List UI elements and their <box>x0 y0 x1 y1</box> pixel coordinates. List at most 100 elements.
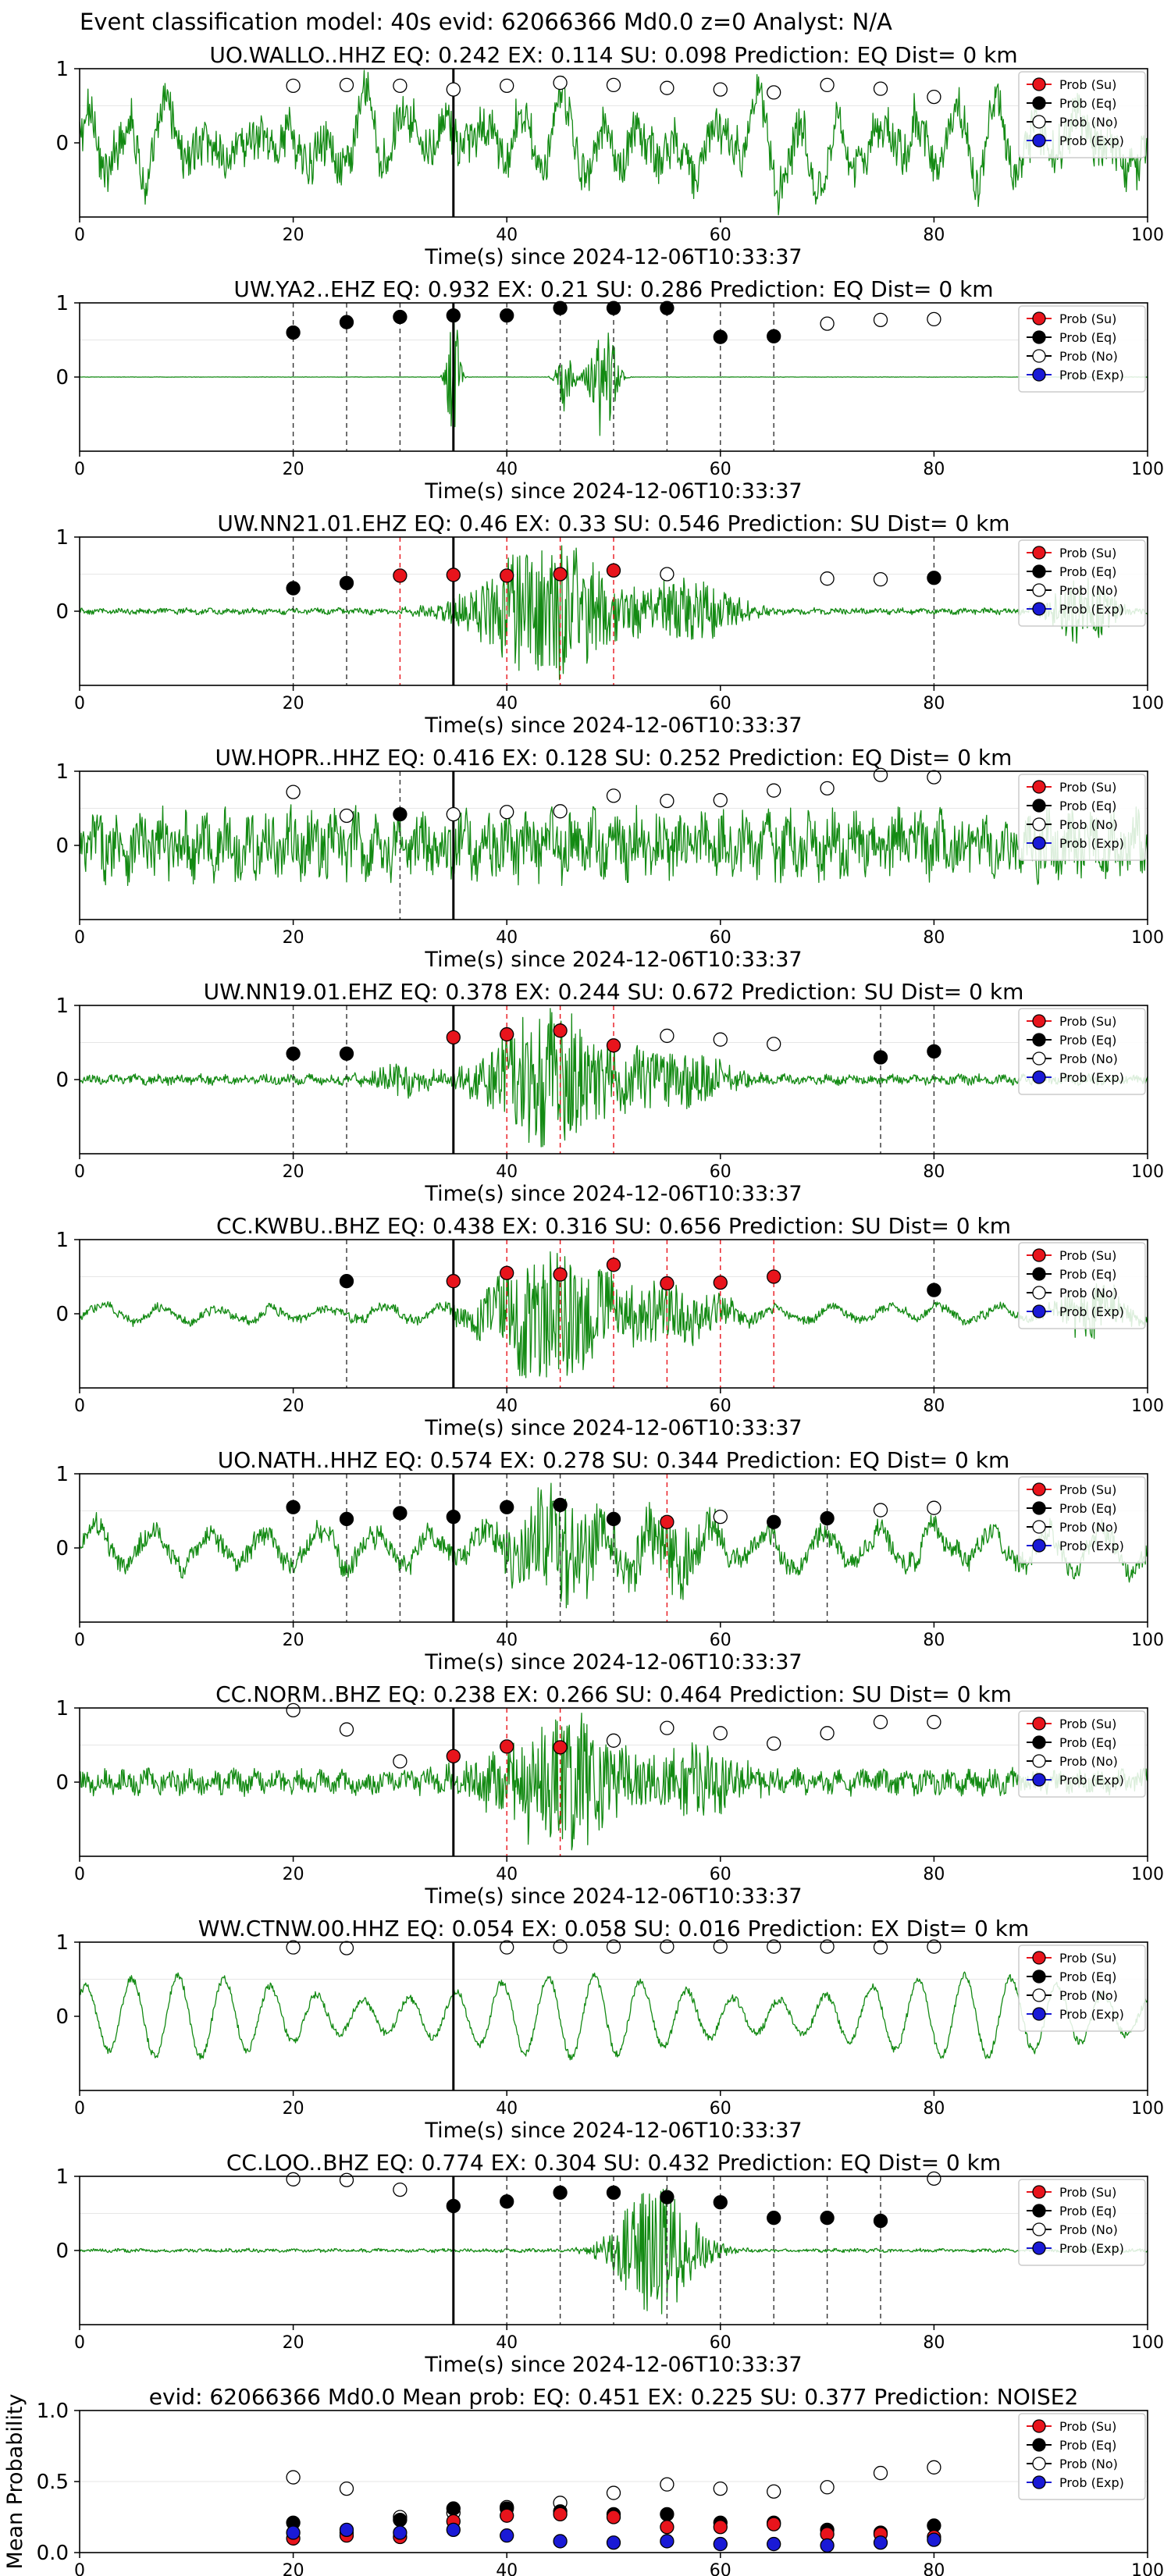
legend-marker-su <box>1032 2419 1046 2433</box>
x-axis-label: Time(s) since 2024-12-06T10:33:37 <box>424 479 802 503</box>
x-tick-label: 60 <box>710 2561 731 2576</box>
prob-point-su <box>660 1514 674 1529</box>
x-axis-label: Time(s) since 2024-12-06T10:33:37 <box>424 1416 802 1440</box>
x-tick-label: 60 <box>710 2333 731 2353</box>
prob-point-eq <box>660 2190 674 2204</box>
x-tick-label: 100 <box>1131 1865 1164 1884</box>
legend-frame <box>1018 2413 1146 2500</box>
legend-label-eq: Prob (Eq) <box>1059 2204 1116 2218</box>
x-tick-label: 20 <box>283 2099 304 2119</box>
prob-point-su <box>500 568 514 583</box>
prob-point-no <box>927 770 941 785</box>
legend-label-su: Prob (Su) <box>1059 780 1116 795</box>
panel-title: UW.NN21.01.EHZ EQ: 0.46 EX: 0.33 SU: 0.5… <box>217 511 1009 536</box>
prob-point-no <box>286 78 301 93</box>
prob-point-su <box>446 1030 461 1044</box>
mean-point-su <box>606 2510 621 2524</box>
prob-point-no <box>713 82 728 97</box>
legend-marker-no <box>1032 1754 1046 1768</box>
prob-point-no <box>927 2171 941 2186</box>
station-panel: UW.HOPR..HHZ EQ: 0.416 EX: 0.128 SU: 0.2… <box>55 745 1164 972</box>
x-tick-label: 40 <box>496 1162 518 1182</box>
prob-point-eq <box>767 329 781 343</box>
x-tick-label: 60 <box>710 460 731 479</box>
legend: Prob (Su) Prob (Eq) Prob (No) Prob (Exp) <box>1018 1944 1146 2032</box>
legend-marker-eq <box>1032 799 1046 813</box>
legend-label-no: Prob (No) <box>1059 583 1118 598</box>
waveform-trace <box>79 2188 1148 2314</box>
prob-point-eq <box>553 2185 568 2201</box>
x-tick-label: 0 <box>74 928 85 948</box>
y-tick-label: 1 <box>55 760 69 784</box>
legend-label-exp: Prob (Exp) <box>1059 368 1124 382</box>
y-tick-label: 0 <box>55 1771 69 1795</box>
legend-marker-exp <box>1032 2241 1046 2255</box>
prob-point-no <box>873 312 888 328</box>
prob-point-su <box>606 1258 621 1272</box>
legend-marker-no <box>1032 2457 1046 2471</box>
x-tick-label: 20 <box>283 928 304 948</box>
prob-point-eq <box>713 329 728 344</box>
prob-point-no <box>820 1939 835 1954</box>
x-tick-label: 20 <box>283 1397 304 1416</box>
prob-point-su <box>713 1275 728 1290</box>
x-tick-label: 40 <box>496 1631 518 1650</box>
y-tick-label: 1 <box>55 1229 69 1252</box>
prob-point-eq <box>553 301 568 315</box>
legend-marker-exp <box>1032 1304 1046 1318</box>
prob-point-no <box>820 1726 835 1741</box>
prob-point-eq <box>927 1283 941 1297</box>
x-tick-label: 0 <box>74 460 85 479</box>
legend-label-no: Prob (No) <box>1059 817 1118 832</box>
y-tick-label: 0 <box>55 834 69 858</box>
legend: Prob (Su) Prob (Eq) Prob (No) Prob (Exp) <box>1018 71 1146 158</box>
x-axis-label: Time(s) since 2024-12-06T10:33:37 <box>424 1650 802 1674</box>
y-tick-label: 1 <box>55 1931 69 1955</box>
prob-point-eq <box>713 2195 728 2210</box>
prob-point-su <box>606 563 621 578</box>
legend-frame <box>1018 1476 1146 1564</box>
x-tick-label: 60 <box>710 1865 731 1884</box>
x-axis-label: Time(s) since 2024-12-06T10:33:37 <box>424 948 802 972</box>
y-tick-label: 0 <box>55 132 69 155</box>
x-axis-label: Time(s) since 2024-12-06T10:33:37 <box>424 245 802 269</box>
x-tick-label: 80 <box>923 226 945 245</box>
x-tick-label: 80 <box>923 460 945 479</box>
legend-label-eq: Prob (Eq) <box>1059 2438 1116 2453</box>
y-tick-label: 0.0 <box>37 2542 69 2565</box>
waveform-trace <box>79 1971 1148 2061</box>
prob-point-eq <box>500 308 514 323</box>
station-panel: UO.NATH..HHZ EQ: 0.574 EX: 0.278 SU: 0.3… <box>55 1447 1164 1674</box>
legend-label-no: Prob (No) <box>1059 115 1118 130</box>
x-tick-label: 20 <box>283 1865 304 1884</box>
legend-label-no: Prob (No) <box>1059 2457 1118 2471</box>
x-tick-label: 20 <box>283 1631 304 1650</box>
x-tick-label: 0 <box>74 2333 85 2353</box>
legend-label-no: Prob (No) <box>1059 1051 1118 1066</box>
mean-point-no <box>873 2465 888 2481</box>
legend-marker-eq <box>1032 1501 1046 1515</box>
legend-marker-eq <box>1032 1969 1046 1984</box>
x-tick-label: 40 <box>496 2561 518 2576</box>
x-tick-label: 0 <box>74 1631 85 1650</box>
prob-point-no <box>286 785 301 799</box>
x-tick-label: 60 <box>710 1631 731 1650</box>
legend: Prob (Su) Prob (Eq) Prob (No) Prob (Exp) <box>1018 1008 1146 1095</box>
legend-marker-exp <box>1032 602 1046 616</box>
legend: Prob (Su) Prob (Eq) Prob (No) Prob (Exp) <box>1018 2413 1146 2500</box>
prob-point-no <box>927 311 941 327</box>
legend-frame <box>1018 2179 1146 2266</box>
legend-label-su: Prob (Su) <box>1059 1014 1116 1029</box>
legend-label-exp: Prob (Exp) <box>1059 1773 1124 1788</box>
legend-label-no: Prob (No) <box>1059 1520 1118 1535</box>
legend-label-exp: Prob (Exp) <box>1059 2475 1124 2490</box>
panel-title: CC.LOO..BHZ EQ: 0.774 EX: 0.304 SU: 0.43… <box>226 2150 1001 2176</box>
prob-point-eq <box>339 575 354 591</box>
legend-marker-eq <box>1032 1267 1046 1281</box>
x-tick-label: 60 <box>710 1397 731 1416</box>
legend-label-eq: Prob (Eq) <box>1059 1735 1116 1750</box>
legend-label-eq: Prob (Eq) <box>1059 330 1116 345</box>
legend-label-eq: Prob (Eq) <box>1059 564 1116 579</box>
mean-point-exp <box>606 2535 621 2550</box>
